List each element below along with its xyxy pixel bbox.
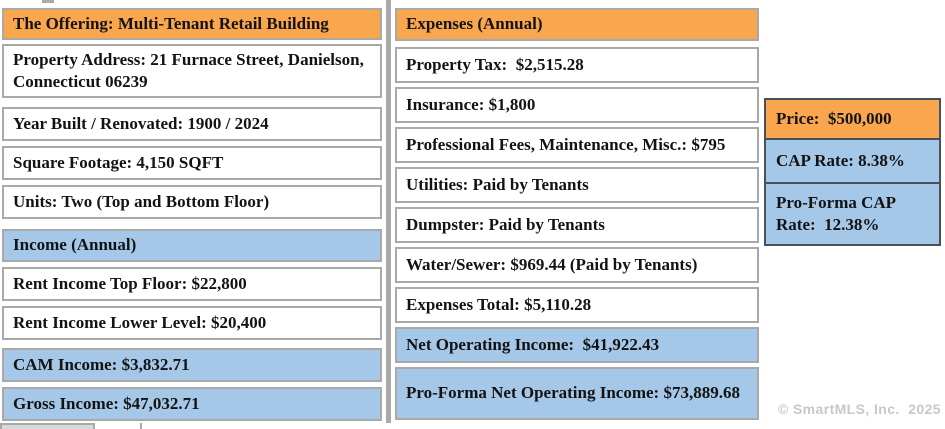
cropped-box-tick-bottom [140, 423, 142, 429]
row-square-footage: Square Footage: 4,150 SQFT [2, 146, 382, 180]
row-property-tax: Property Tax: $2,515.28 [395, 47, 759, 83]
proforma-cap-rate-box: Pro-Forma CAP Rate: 12.38% [764, 182, 941, 246]
price-box: Price: $500,000 [764, 98, 941, 140]
row-gross-income: Gross Income: $47,032.71 [2, 387, 382, 421]
row-cam-income: CAM Income: $3,832.71 [2, 348, 382, 382]
cap-rate-box: CAP Rate: 8.38% [764, 138, 941, 184]
row-units: Units: Two (Top and Bottom Floor) [2, 185, 382, 219]
income-header: Income (Annual) [2, 229, 382, 262]
row-dumpster: Dumpster: Paid by Tenants [395, 207, 759, 243]
row-water-sewer: Water/Sewer: $969.44 (Paid by Tenants) [395, 247, 759, 283]
row-net-operating-income: Net Operating Income: $41,922.43 [395, 327, 759, 363]
row-expenses-total: Expenses Total: $5,110.28 [395, 287, 759, 323]
expenses-column: Expenses (Annual) Property Tax: $2,515.2… [395, 8, 759, 420]
cropped-box-edge-top [42, 0, 54, 3]
row-rent-lower-level: Rent Income Lower Level: $20,400 [2, 306, 382, 340]
column-divider [386, 0, 391, 423]
row-insurance: Insurance: $1,800 [395, 87, 759, 123]
summary-column: Price: $500,000 CAP Rate: 8.38% Pro-Form… [764, 98, 941, 246]
row-property-address: Property Address: 21 Furnace Street, Dan… [2, 44, 382, 98]
row-professional-fees: Professional Fees, Maintenance, Misc.: $… [395, 127, 759, 163]
cropped-box-edge-bottom [0, 423, 95, 429]
row-rent-top-floor: Rent Income Top Floor: $22,800 [2, 267, 382, 301]
row-proforma-net-operating-income: Pro-Forma Net Operating Income: $73,889.… [395, 367, 759, 420]
row-utilities: Utilities: Paid by Tenants [395, 167, 759, 203]
offering-header: The Offering: Multi-Tenant Retail Buildi… [2, 8, 382, 40]
offering-column: The Offering: Multi-Tenant Retail Buildi… [2, 8, 382, 421]
row-year-built: Year Built / Renovated: 1900 / 2024 [2, 107, 382, 141]
expenses-header: Expenses (Annual) [395, 8, 759, 41]
copyright-notice: © SmartMLS, Inc. 2025 [777, 401, 941, 417]
